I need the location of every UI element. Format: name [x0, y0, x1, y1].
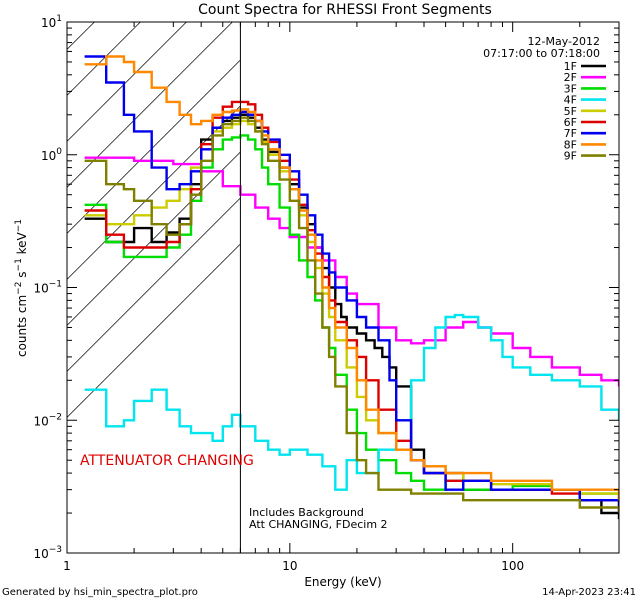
- x-tick-label: 1: [63, 559, 71, 573]
- date-label: 12-May-2012: [528, 35, 600, 48]
- y-axis-label: counts cm−2 s−1 keV−1: [14, 219, 29, 357]
- y-tick-label: 10−1: [33, 280, 62, 296]
- legend-label-9F: 9F: [564, 150, 577, 163]
- chart-title: Count Spectra for RHESSI Front Segments: [198, 2, 492, 18]
- background-note: Includes Background: [249, 506, 364, 519]
- series-line-1F: [84, 113, 619, 520]
- x-tick-label: 10: [282, 559, 297, 573]
- hatch-line: [67, 197, 241, 372]
- legend-label-8F: 8F: [564, 138, 577, 151]
- legend-label-3F: 3F: [564, 82, 577, 95]
- legend-label-6F: 6F: [564, 116, 577, 129]
- y-tick-label: 10−2: [33, 412, 62, 428]
- legend-label-1F: 1F: [564, 60, 577, 73]
- series-line-3F: [84, 134, 619, 501]
- x-axis-label: Energy (keV): [304, 575, 381, 589]
- legend-label-2F: 2F: [564, 71, 577, 84]
- legend-label-5F: 5F: [564, 105, 577, 118]
- y-tick-label: 101: [41, 14, 62, 30]
- time-range-label: 07:17:00 to 07:18:00: [483, 47, 600, 60]
- axes: 1 10 100 10−3 10−2 10−1 100 101: [33, 14, 620, 573]
- series-layer: [84, 55, 619, 520]
- y-tick-label: 100: [41, 147, 62, 163]
- hatch-line: [67, 22, 141, 96]
- legend-label-4F: 4F: [564, 94, 577, 107]
- hatch-line: [67, 151, 241, 326]
- timestamp-footer: 14-Apr-2023 23:41: [542, 587, 636, 598]
- x-tick-label: 100: [501, 559, 524, 573]
- series-line-4F: [84, 313, 619, 491]
- attenuator-state-note: Att CHANGING, FDecim 2: [249, 518, 388, 531]
- legend-label-7F: 7F: [564, 127, 577, 140]
- generator-footer: Generated by hsi_min_spectra_plot.pro: [2, 587, 198, 598]
- y-tick-label: 10−3: [33, 545, 62, 561]
- series-line-8F: [84, 55, 619, 501]
- series-line-2F: [84, 156, 619, 387]
- hatch-line: [67, 22, 187, 142]
- attenuator-changing-label: ATTENUATOR CHANGING: [80, 453, 254, 469]
- series-line-9F: [84, 116, 619, 513]
